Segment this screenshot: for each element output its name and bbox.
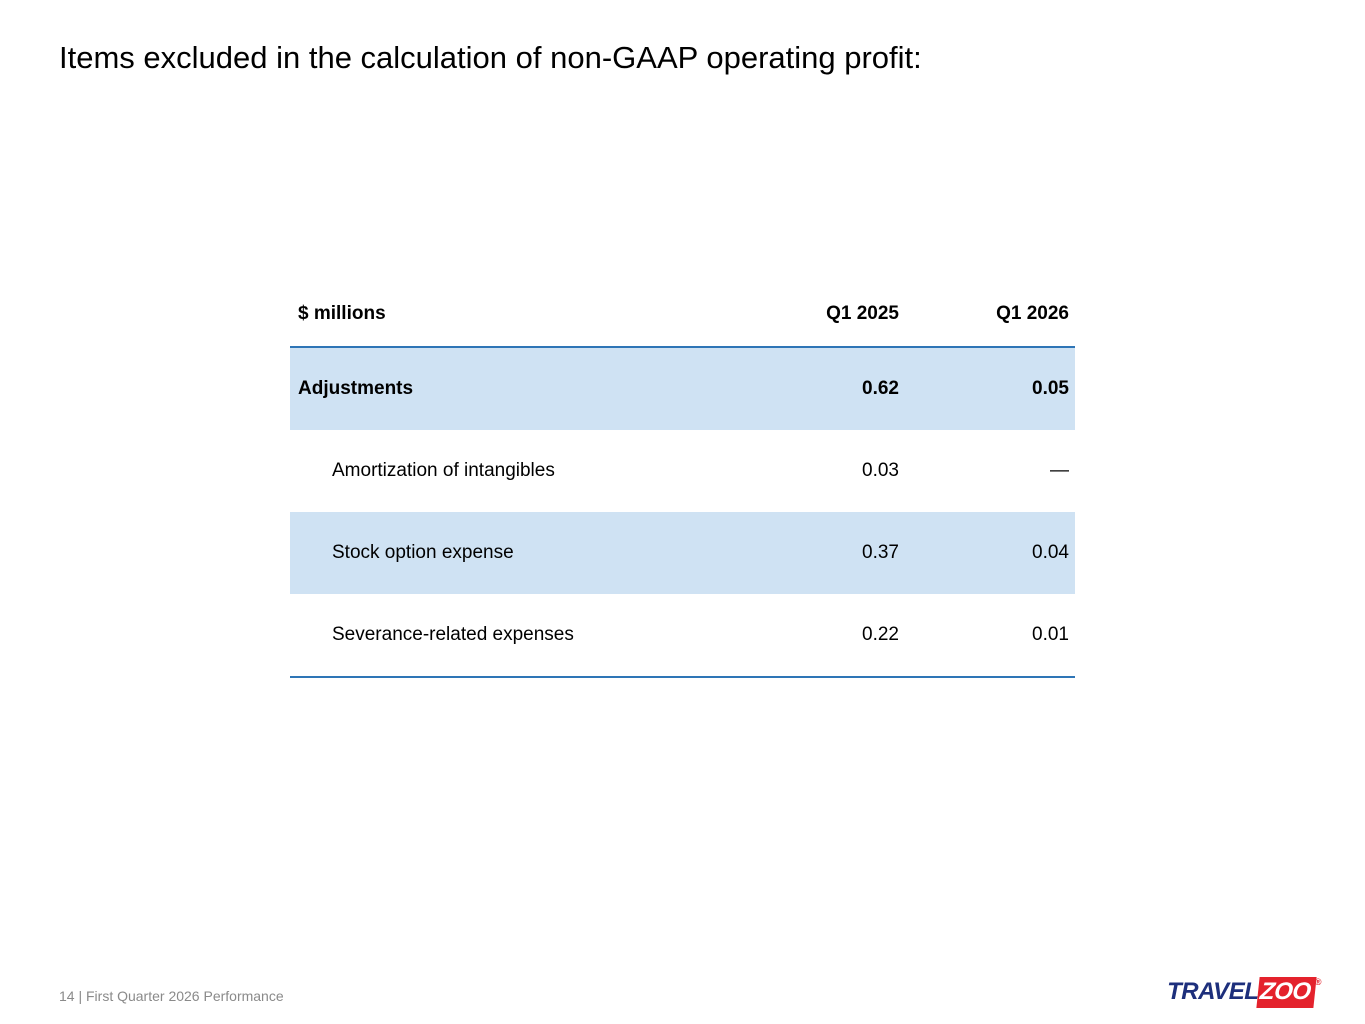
row-value-q1-2026: 0.04 [1032, 542, 1069, 563]
row-value-q1-2026: 0.05 [1032, 378, 1069, 399]
registered-mark: ® [1314, 977, 1322, 987]
row-label: Severance-related expenses [332, 624, 574, 645]
row-value-q1-2025: 0.22 [862, 624, 899, 645]
column-header-q1-2026: Q1 2026 [996, 303, 1069, 324]
table-row-adjustments: Adjustments 0.62 0.05 [290, 348, 1075, 430]
page-title: Items excluded in the calculation of non… [59, 40, 922, 75]
row-value-q1-2025: 0.37 [862, 542, 899, 563]
logo-travel-text: TRAVEL [1167, 978, 1259, 1005]
column-header-q1-2025: Q1 2025 [826, 303, 899, 324]
travelzoo-logo: TRAVELZOO ® [1167, 977, 1322, 1008]
row-value-q1-2026: — [1050, 460, 1069, 481]
table-row-amortization: Amortization of intangibles 0.03 — [290, 430, 1075, 512]
row-label: Adjustments [298, 378, 414, 399]
adjustments-table: $ millions Q1 2025 Q1 2026 Adjustments 0… [290, 282, 1075, 678]
table-header-row: $ millions Q1 2025 Q1 2026 [290, 282, 1075, 348]
row-label: Stock option expense [332, 542, 514, 563]
row-value-q1-2025: 0.62 [862, 378, 899, 399]
row-label: Amortization of intangibles [332, 460, 555, 481]
row-value-q1-2026: 0.01 [1032, 624, 1069, 645]
slide-footer: 14 | First Quarter 2026 Performance [59, 988, 284, 1004]
row-value-q1-2025: 0.03 [862, 460, 899, 481]
table-row-stock-option: Stock option expense 0.37 0.04 [290, 512, 1075, 594]
table-row-severance: Severance-related expenses 0.22 0.01 [290, 594, 1075, 678]
column-header-millions: $ millions [298, 303, 386, 324]
logo-zoo-text: ZOO [1256, 977, 1317, 1008]
